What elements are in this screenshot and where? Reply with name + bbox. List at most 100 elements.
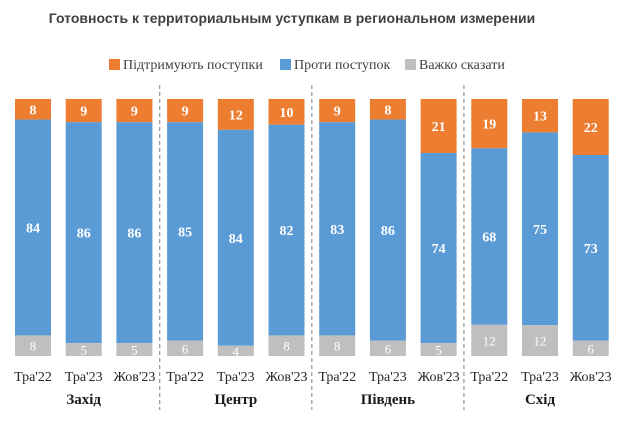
- data-label-against: 84: [229, 232, 243, 247]
- data-label-support: 13: [533, 110, 547, 125]
- bar-segment-hard: [319, 335, 356, 356]
- data-label-against: 75: [533, 223, 547, 238]
- data-label-against: 83: [330, 223, 344, 238]
- data-label-against: 68: [482, 231, 496, 246]
- data-label-against: 86: [77, 227, 91, 242]
- bar-segment-support: [471, 99, 508, 149]
- data-label-support: 8: [384, 103, 391, 118]
- bar-segment-hard: [572, 340, 609, 356]
- bar-segment-against: [522, 132, 558, 326]
- data-label-support: 9: [131, 105, 138, 120]
- data-label-support: 9: [334, 105, 341, 120]
- bar-segment-against: [268, 124, 305, 336]
- bar-segment-support: [522, 99, 558, 133]
- region-label: Південь: [361, 392, 415, 408]
- data-label-against: 74: [432, 242, 446, 257]
- data-label-hard: 5: [80, 343, 87, 358]
- data-label-hard: 5: [131, 343, 138, 358]
- bar-segment-support: [572, 99, 609, 155]
- legend-label-support: Підтримують поступки: [123, 58, 263, 73]
- bar-segment-against: [572, 154, 609, 341]
- bar-segment-against: [65, 122, 102, 344]
- data-label-hard: 12: [534, 334, 547, 349]
- bar-segment-hard: [420, 343, 457, 356]
- data-label-against: 86: [381, 224, 395, 239]
- bar-segment-hard: [167, 340, 204, 356]
- region-label: Схід: [525, 392, 556, 408]
- bar-segment-against: [319, 122, 356, 336]
- x-tick-label: Жов'23: [113, 370, 155, 385]
- x-tick-label: Жов'23: [570, 370, 612, 385]
- bar-segment-against: [471, 148, 508, 325]
- data-label-support: 8: [30, 103, 37, 118]
- bar-segment-against: [217, 129, 254, 346]
- data-label-against: 84: [26, 222, 40, 237]
- data-label-hard: 6: [182, 341, 189, 356]
- x-tick-label: Тра'22: [166, 370, 204, 385]
- bar-segment-hard: [15, 335, 51, 356]
- data-label-against: 86: [127, 227, 141, 242]
- legend-label-hard: Важко сказати: [419, 58, 505, 73]
- data-label-against: 85: [178, 225, 192, 240]
- x-tick-label: Тра'23: [521, 370, 559, 385]
- bar-segment-hard: [116, 343, 153, 356]
- x-tick-label: Тра'23: [217, 370, 255, 385]
- data-label-hard: 6: [587, 341, 594, 356]
- data-label-hard: 8: [30, 339, 37, 354]
- x-tick-labels: Тра'22 Тра'23 Жов'23 Тра'22 Тра'23 Жов'23 Тра'…: [14, 370, 612, 385]
- data-label-support: 22: [584, 121, 598, 136]
- data-label-hard: 8: [283, 339, 290, 354]
- data-label-hard: 5: [435, 343, 442, 358]
- data-label-against: 73: [584, 242, 598, 257]
- data-label-hard: 6: [385, 341, 392, 356]
- data-label-support: 21: [432, 120, 446, 135]
- data-label-against: 82: [280, 224, 294, 239]
- data-label-support: 9: [182, 105, 189, 120]
- data-label-hard: 4: [233, 344, 240, 359]
- legend-label-against: Проти поступок: [294, 58, 391, 73]
- bar-segment-support: [319, 99, 356, 123]
- group-separators: [159, 85, 465, 410]
- legend-swatch-against: [280, 59, 291, 70]
- legend-swatch-hard: [405, 59, 416, 70]
- region-label: Захід: [66, 392, 101, 408]
- region-labels: Захід Центр Південь Схід: [66, 392, 555, 408]
- data-label-support: 12: [229, 108, 243, 123]
- bar-segment-support: [65, 99, 102, 123]
- x-tick-label: Тра'22: [14, 370, 52, 385]
- bar-segment-against: [420, 152, 457, 344]
- bar-segment-hard: [217, 345, 254, 356]
- chart-title: Готовность к территориальным уступкам в …: [49, 10, 536, 26]
- bar-segment-hard: [65, 343, 102, 356]
- bars-layer: 8 84 8 9 86 5 9 86 5 9 85 6 12 84 4 10 82 8 9 83 8 8 86 6 21 74 5 1…: [15, 99, 609, 359]
- bar-segment-hard: [369, 340, 406, 356]
- data-label-hard: 12: [483, 333, 496, 348]
- data-label-hard: 8: [334, 339, 341, 354]
- bar-segment-against: [167, 122, 204, 341]
- bar-segment-support: [217, 99, 254, 130]
- bar-segment-support: [268, 99, 305, 125]
- bar-segment-against: [116, 122, 153, 344]
- legend-swatch-support: [109, 59, 120, 70]
- bar-segment-hard: [268, 335, 305, 356]
- data-label-support: 9: [80, 105, 87, 120]
- x-tick-label: Тра'23: [369, 370, 407, 385]
- data-label-support: 19: [482, 118, 496, 133]
- region-label: Центр: [214, 392, 257, 408]
- bar-segment-against: [369, 119, 406, 341]
- bar-segment-hard: [471, 324, 508, 356]
- x-tick-label: Тра'22: [318, 370, 356, 385]
- data-label-support: 10: [280, 106, 294, 121]
- bar-segment-support: [369, 99, 406, 120]
- bar-segment-support: [420, 99, 457, 153]
- bar-segment-against: [15, 119, 51, 336]
- x-tick-label: Тра'23: [65, 370, 103, 385]
- bar-segment-support: [116, 99, 153, 123]
- x-tick-label: Жов'23: [418, 370, 460, 385]
- bar-segment-hard: [522, 325, 558, 356]
- bar-segment-support: [15, 99, 51, 120]
- x-tick-label: Тра'22: [470, 370, 508, 385]
- bar-segment-support: [167, 99, 204, 123]
- legend: Підтримують поступки Проти поступок Важк…: [109, 58, 505, 73]
